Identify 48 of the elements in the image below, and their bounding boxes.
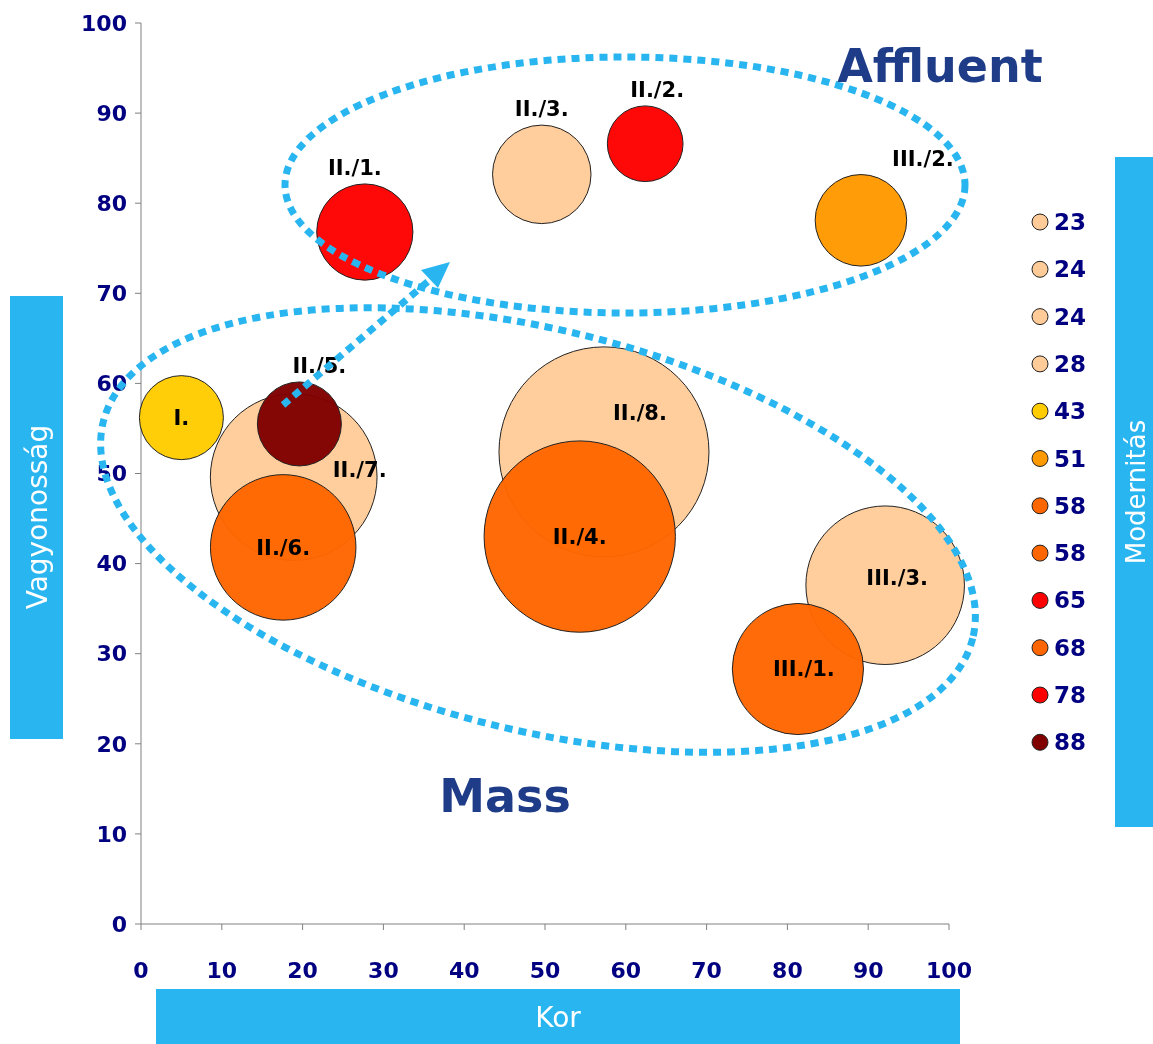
y-tick-label: 0 xyxy=(111,911,127,937)
y-tick-label: 20 xyxy=(96,731,127,757)
legend-label: 51 xyxy=(1054,445,1087,472)
y-tick-label: 80 xyxy=(96,190,127,216)
y-tick-label: 40 xyxy=(96,551,127,577)
legend-label: 28 xyxy=(1054,350,1087,377)
legend-label: 68 xyxy=(1054,634,1087,661)
y-tick-label: 10 xyxy=(96,821,127,847)
x-tick-label: 50 xyxy=(529,958,561,983)
x-tick-label: 100 xyxy=(926,958,972,983)
x-tick-label: 90 xyxy=(852,958,884,983)
x-tick-label: 30 xyxy=(368,958,399,983)
legend-title: Modernitás xyxy=(1121,419,1152,565)
legend-label: 58 xyxy=(1054,492,1087,519)
annotation: II./2. xyxy=(630,78,685,103)
legend-label: 24 xyxy=(1054,303,1087,330)
annotation: II./6. xyxy=(256,535,311,560)
y-axis-title: Vagyonosság xyxy=(20,424,54,610)
x-axis-title: Kor xyxy=(535,1000,582,1034)
x-tick-label: 60 xyxy=(610,958,642,983)
y-tick-label: 30 xyxy=(96,641,127,667)
annotation: II./8. xyxy=(613,401,667,426)
annotation: III./2. xyxy=(892,146,954,171)
annotation: II./1. xyxy=(327,156,382,181)
annotation: Affluent xyxy=(837,39,1043,93)
legend-label: 58 xyxy=(1054,540,1087,567)
legend-label: 23 xyxy=(1054,209,1087,236)
legend-label: 24 xyxy=(1054,256,1087,283)
x-tick-label: 40 xyxy=(448,958,480,983)
x-tick-label: 10 xyxy=(206,958,238,983)
x-tick-label: 80 xyxy=(772,958,803,983)
legend-label: 43 xyxy=(1054,398,1087,425)
legend-label: 78 xyxy=(1054,682,1087,709)
legend-label: 88 xyxy=(1054,729,1087,756)
annotation: III./3. xyxy=(866,565,929,590)
annotation: II./3. xyxy=(514,97,569,122)
x-tick-label: 0 xyxy=(133,958,149,983)
y-tick-label: 90 xyxy=(96,100,127,126)
annotation: II./7. xyxy=(332,458,387,483)
annotation: II./4. xyxy=(552,524,607,549)
x-tick-label: 70 xyxy=(691,958,722,983)
annotation: Mass xyxy=(439,769,571,823)
annotation: III./1. xyxy=(773,657,835,682)
y-tick-label: 70 xyxy=(96,281,127,306)
legend-label: 65 xyxy=(1054,587,1087,614)
x-tick-label: 20 xyxy=(287,958,318,983)
y-tick-label: 100 xyxy=(81,10,127,36)
annotation: I. xyxy=(173,405,190,430)
